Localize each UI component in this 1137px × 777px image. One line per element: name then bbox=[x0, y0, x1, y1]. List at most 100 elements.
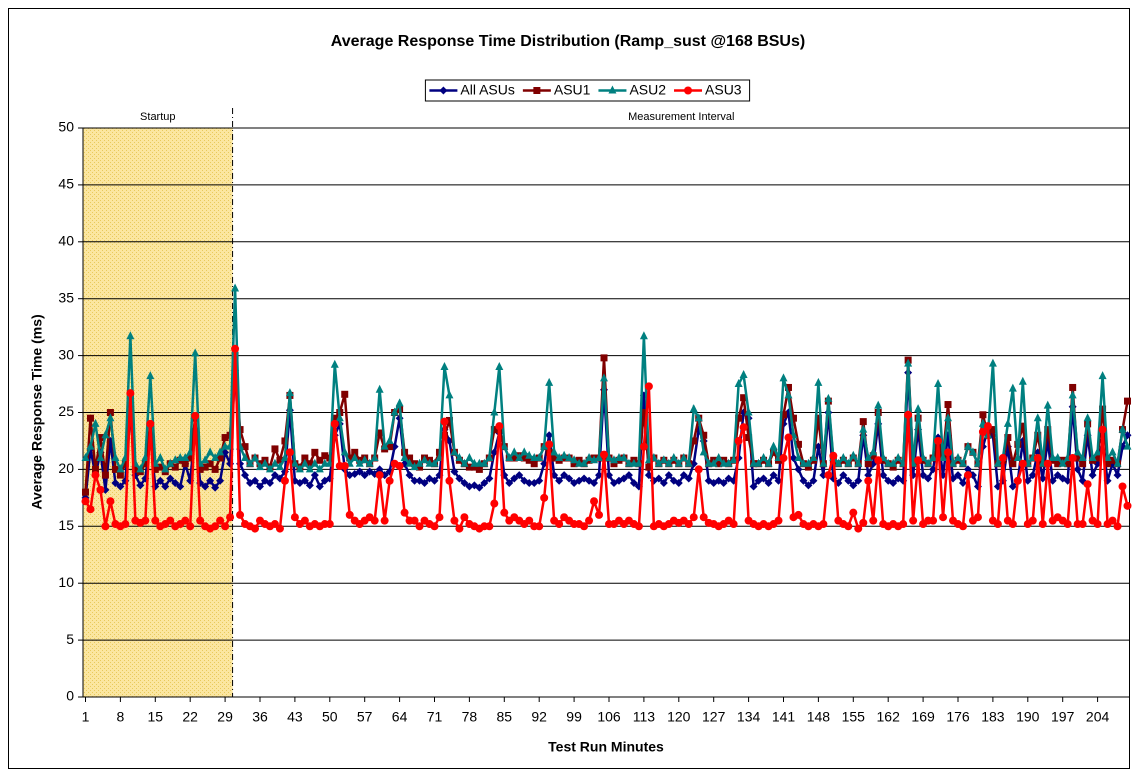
data-point bbox=[989, 426, 997, 434]
data-point bbox=[450, 467, 459, 476]
data-point bbox=[699, 447, 708, 456]
data-point bbox=[310, 458, 319, 467]
data-point bbox=[335, 413, 344, 422]
data-point bbox=[988, 358, 997, 367]
x-tick-label: 169 bbox=[911, 709, 935, 725]
legend-item: ASU1 bbox=[522, 82, 591, 98]
x-tick-label: 92 bbox=[531, 709, 547, 725]
data-point bbox=[804, 481, 813, 490]
data-point bbox=[400, 508, 409, 517]
data-point bbox=[600, 450, 609, 459]
data-point bbox=[216, 516, 225, 525]
data-point bbox=[490, 499, 499, 508]
data-point bbox=[346, 454, 354, 462]
data-point bbox=[839, 453, 848, 462]
data-point bbox=[809, 453, 818, 462]
data-point bbox=[131, 465, 139, 473]
data-point bbox=[560, 450, 569, 459]
data-point bbox=[81, 497, 90, 506]
data-point bbox=[156, 453, 165, 462]
x-tick-label: 134 bbox=[737, 709, 761, 725]
data-point bbox=[1038, 474, 1047, 483]
data-point bbox=[345, 510, 354, 519]
data-point bbox=[1068, 454, 1077, 463]
data-point bbox=[759, 453, 768, 462]
data-point bbox=[770, 448, 778, 456]
data-point bbox=[415, 458, 424, 467]
data-point bbox=[1043, 400, 1052, 409]
data-point bbox=[460, 458, 469, 467]
data-point bbox=[91, 465, 99, 473]
data-point bbox=[944, 448, 953, 457]
data-point bbox=[330, 359, 339, 368]
data-point bbox=[535, 522, 544, 531]
x-tick-label: 183 bbox=[981, 709, 1005, 725]
data-point bbox=[525, 456, 533, 464]
data-point bbox=[186, 454, 194, 462]
data-point bbox=[769, 441, 778, 450]
data-point bbox=[121, 520, 130, 529]
data-point bbox=[500, 508, 509, 517]
data-point bbox=[385, 435, 394, 444]
data-point bbox=[126, 331, 135, 340]
x-tick-label: 1 bbox=[82, 709, 90, 725]
data-point bbox=[241, 471, 250, 480]
y-axis-title: Average Response Time (ms) bbox=[29, 314, 45, 509]
data-point bbox=[904, 358, 913, 367]
data-point bbox=[944, 401, 952, 409]
data-point bbox=[600, 373, 609, 382]
data-point bbox=[430, 522, 439, 531]
data-point bbox=[914, 456, 923, 465]
data-point bbox=[904, 410, 913, 419]
data-point bbox=[889, 463, 897, 471]
data-point bbox=[963, 465, 972, 474]
data-point bbox=[869, 516, 878, 525]
data-point bbox=[610, 460, 618, 468]
data-point bbox=[171, 455, 180, 464]
data-point bbox=[764, 458, 773, 467]
data-point bbox=[276, 456, 284, 464]
data-point bbox=[555, 453, 564, 462]
data-point bbox=[1013, 453, 1022, 462]
data-point bbox=[724, 458, 733, 467]
data-point bbox=[525, 479, 534, 488]
data-point bbox=[694, 465, 703, 474]
data-point bbox=[854, 476, 863, 485]
data-point bbox=[81, 488, 89, 496]
data-point bbox=[849, 508, 858, 517]
data-point bbox=[410, 516, 419, 525]
annotation-label: Measurement Interval bbox=[628, 111, 734, 123]
data-point bbox=[515, 471, 524, 480]
data-point bbox=[465, 463, 473, 471]
data-point bbox=[944, 413, 953, 422]
data-point bbox=[480, 479, 489, 488]
data-point bbox=[929, 516, 938, 525]
data-point bbox=[305, 464, 314, 473]
data-point bbox=[1018, 459, 1027, 468]
data-point bbox=[416, 463, 424, 471]
data-point bbox=[894, 453, 903, 462]
data-point bbox=[639, 442, 648, 451]
data-point bbox=[1123, 501, 1132, 510]
data-point bbox=[116, 471, 124, 479]
data-point bbox=[161, 482, 170, 491]
data-point bbox=[824, 393, 833, 402]
data-point bbox=[759, 474, 768, 483]
data-point bbox=[360, 455, 369, 464]
data-point bbox=[231, 344, 240, 353]
data-point bbox=[819, 520, 828, 529]
data-point bbox=[864, 453, 873, 462]
data-point bbox=[196, 516, 205, 525]
data-point bbox=[1108, 516, 1117, 525]
data-point bbox=[939, 453, 948, 462]
x-tick-label: 64 bbox=[392, 709, 408, 725]
data-point bbox=[1104, 460, 1112, 468]
data-point bbox=[1028, 516, 1037, 525]
data-point bbox=[844, 476, 853, 485]
data-point bbox=[729, 455, 738, 464]
data-point bbox=[151, 516, 160, 525]
data-point bbox=[181, 516, 190, 525]
data-point bbox=[829, 451, 838, 460]
x-tick-label: 106 bbox=[597, 709, 621, 725]
data-point bbox=[1113, 458, 1122, 467]
